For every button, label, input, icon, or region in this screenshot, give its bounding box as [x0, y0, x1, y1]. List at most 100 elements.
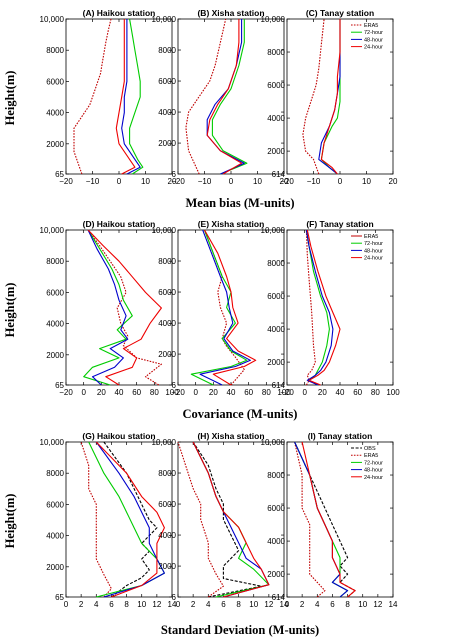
y-tick-label: 10,000	[152, 438, 177, 447]
x-tick-label: 10	[253, 177, 262, 186]
y-axis-label-row1: Height(m)	[3, 71, 17, 126]
legend-label: OBS	[364, 446, 376, 452]
x-tick-label: −20	[280, 388, 294, 397]
y-tick-label: 8000	[46, 469, 64, 478]
legend-label: 48-hour	[364, 248, 383, 254]
legend-label: 72-hour	[364, 30, 383, 36]
x-tick-label: −10	[86, 177, 100, 186]
chart-panel-3: (C) Tanay station−20 −10 0 10 20614200040006…	[261, 8, 398, 186]
series-line-24-hour	[95, 441, 165, 598]
y-tick-label: 10,000	[261, 438, 286, 447]
x-tick-label: −20	[171, 388, 185, 397]
y-tick-label: 10,000	[152, 226, 177, 235]
chart-panel-7: (G) Haikou station 0 2 4 6 8 10 12 14 65 2000 4000 6…	[40, 431, 177, 609]
y-tick-label: 8000	[158, 469, 176, 478]
x-tick-label: 80	[150, 388, 159, 397]
panel-title: (I) Tanay station	[308, 431, 373, 441]
x-tick-label: 20	[318, 388, 327, 397]
x-tick-label: 40	[115, 388, 124, 397]
y-tick-label: 6	[172, 593, 177, 602]
x-tick-label: −20	[171, 177, 185, 186]
x-tick-label: 6	[109, 600, 114, 609]
x-tick-label: 20	[97, 388, 106, 397]
y-tick-label: 4000	[158, 531, 176, 540]
x-axis-label-row1: Mean bias (M-units)	[185, 196, 294, 210]
series-line-24-hour	[87, 229, 162, 386]
plot-frame	[65, 441, 173, 598]
x-tick-label: −10	[307, 177, 321, 186]
y-tick-label: 4000	[158, 108, 176, 117]
y-tick-label: 65	[55, 170, 64, 179]
y-tick-label: 2000	[46, 563, 64, 572]
y-tick-label: 4000	[267, 114, 285, 123]
y-tick-label: 2000	[267, 570, 285, 579]
series-line-72-hour	[83, 229, 133, 386]
y-tick-label: 2000	[267, 147, 285, 156]
series-line-24-hour	[192, 441, 270, 598]
legend-label: ERA5	[364, 453, 378, 459]
x-tick-label: 100	[386, 388, 400, 397]
y-tick-label: 8000	[158, 257, 176, 266]
x-tick-label: 12	[264, 600, 273, 609]
x-tick-label: 4	[94, 600, 99, 609]
x-tick-label: 60	[244, 388, 253, 397]
legend-label: 72-hour	[364, 460, 383, 466]
y-axis-label-row3: Height(m)	[3, 494, 17, 549]
panel-title: (D) Haikou station	[83, 219, 156, 229]
y-tick-label: 614	[272, 593, 286, 602]
x-tick-label: 4	[206, 600, 211, 609]
y-tick-label: 65	[55, 593, 64, 602]
x-tick-label: 0	[176, 600, 181, 609]
x-tick-label: 10	[358, 600, 367, 609]
x-tick-label: 20	[168, 177, 177, 186]
panels: (A) Haikou station−20 −10 0 10 2065200040006…	[40, 8, 401, 609]
y-tick-label: 10,000	[261, 226, 286, 235]
y-tick-label: 8000	[267, 259, 285, 268]
x-tick-label: 40	[336, 388, 345, 397]
panel-title: (B) Xisha station	[197, 8, 264, 18]
series-line-24-hour	[115, 19, 136, 175]
y-tick-label: 2000	[46, 140, 64, 149]
y-tick-label: 8000	[267, 48, 285, 57]
x-tick-label: 80	[371, 388, 380, 397]
y-tick-label: 6000	[267, 292, 285, 301]
y-tick-label: 4000	[267, 537, 285, 546]
series-line-era5	[87, 229, 162, 386]
legend-label: 72-hour	[364, 241, 383, 247]
legend-label: 48-hour	[364, 468, 383, 474]
x-tick-label: 60	[353, 388, 362, 397]
y-tick-label: 6000	[46, 288, 64, 297]
x-tick-label: 10	[137, 600, 146, 609]
y-tick-label: 6000	[158, 77, 176, 86]
y-tick-label: 10,000	[40, 438, 65, 447]
x-tick-label: 6	[221, 600, 226, 609]
plot-frame	[65, 229, 173, 386]
x-tick-label: 4	[315, 600, 320, 609]
legend-label: 24-hour	[364, 475, 383, 481]
x-tick-label: 0	[193, 388, 198, 397]
x-tick-label: 2	[79, 600, 84, 609]
x-tick-label: 0	[302, 388, 307, 397]
series-line-era5	[177, 441, 224, 598]
series-line-24-hour	[320, 19, 341, 175]
y-tick-label: 4000	[267, 325, 285, 334]
y-tick-label: 4000	[46, 320, 64, 329]
legend-label: ERA5	[364, 234, 378, 240]
series-line-obs	[192, 441, 262, 598]
series-line-48-hour	[206, 19, 245, 175]
x-axis-label-row3: Standard Deviation (M-units)	[161, 623, 319, 637]
x-tick-label: 6	[330, 600, 335, 609]
y-tick-label: 10,000	[261, 15, 286, 24]
x-tick-label: 2	[300, 600, 305, 609]
y-axis-label-row2: Height(m)	[3, 283, 17, 338]
legend-label: 24-hour	[364, 256, 383, 262]
panel-title: (C) Tanay station	[306, 8, 374, 18]
legend-label: 24-hour	[364, 45, 383, 51]
x-tick-label: 20	[209, 388, 218, 397]
x-tick-label: −20	[59, 388, 73, 397]
x-tick-label: 10	[141, 177, 150, 186]
series-line-24-hour	[206, 19, 243, 175]
